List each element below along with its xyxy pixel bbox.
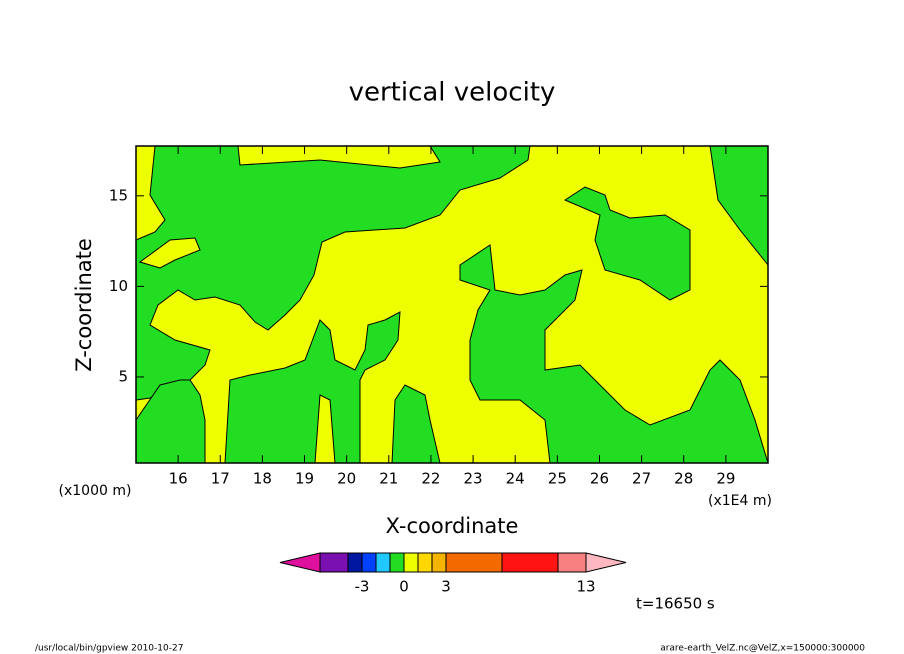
x-tick-label: 22 xyxy=(421,470,440,488)
y-tick-label: 10 xyxy=(109,277,128,295)
plot-frame xyxy=(135,145,769,464)
colorbar-segment xyxy=(501,552,559,573)
field-region xyxy=(138,237,201,269)
x-tick-label: 18 xyxy=(253,470,272,488)
x-tick-label: 25 xyxy=(548,470,567,488)
x-tick-label: 19 xyxy=(295,470,314,488)
colorbar-segment xyxy=(361,552,377,573)
x-tick-label: 26 xyxy=(590,470,609,488)
y-tick-label: 5 xyxy=(118,367,128,385)
colorbar-segment xyxy=(319,552,349,573)
colorbar-label: 0 xyxy=(399,578,409,596)
x-tick-label: 24 xyxy=(506,470,525,488)
chart-title: vertical velocity xyxy=(349,78,556,108)
field-region xyxy=(563,186,691,301)
contour-field xyxy=(135,145,769,464)
y-tick-label: 15 xyxy=(109,186,128,204)
footer: /usr/local/bin/gpview 2010-10-27 xyxy=(35,644,183,654)
colorbar-label: 13 xyxy=(576,578,595,596)
annotation: t=16650 s xyxy=(636,595,715,613)
x-tick-label: 27 xyxy=(632,470,651,488)
colorbar-segment xyxy=(585,552,627,573)
footer: arare-earth_VelZ.nc@VelZ,x=150000:300000 xyxy=(660,644,865,654)
colorbar-segment xyxy=(431,552,447,573)
colorbar-segment xyxy=(445,552,503,573)
x-tick-label: 16 xyxy=(169,470,188,488)
field-region xyxy=(459,244,769,464)
field-region xyxy=(224,311,401,464)
colorbar-label: 3 xyxy=(441,578,451,596)
x-tick-label: 28 xyxy=(674,470,693,488)
x-tick-label: 20 xyxy=(337,470,356,488)
colorbar-segment xyxy=(403,552,419,573)
colorbar-segment xyxy=(417,552,433,573)
colorbar-segment xyxy=(389,552,405,573)
colorbar-label: -3 xyxy=(355,578,370,596)
colorbar-segment xyxy=(347,552,363,573)
x-tick-label: 29 xyxy=(716,470,735,488)
x-unit-label: (x1000 m) xyxy=(59,483,132,499)
x-tick-label: 17 xyxy=(211,470,230,488)
x-axis-label: X-coordinate xyxy=(386,514,519,538)
x-unit-label: (x1E4 m) xyxy=(708,493,772,509)
x-tick-label: 21 xyxy=(379,470,398,488)
colorbar-segment xyxy=(279,552,321,573)
field-region xyxy=(135,145,531,401)
y-axis-label: Z-coordinate xyxy=(72,238,96,372)
colorbar-segment xyxy=(557,552,587,573)
colorbar-segment xyxy=(375,552,391,573)
x-tick-label: 23 xyxy=(464,470,483,488)
